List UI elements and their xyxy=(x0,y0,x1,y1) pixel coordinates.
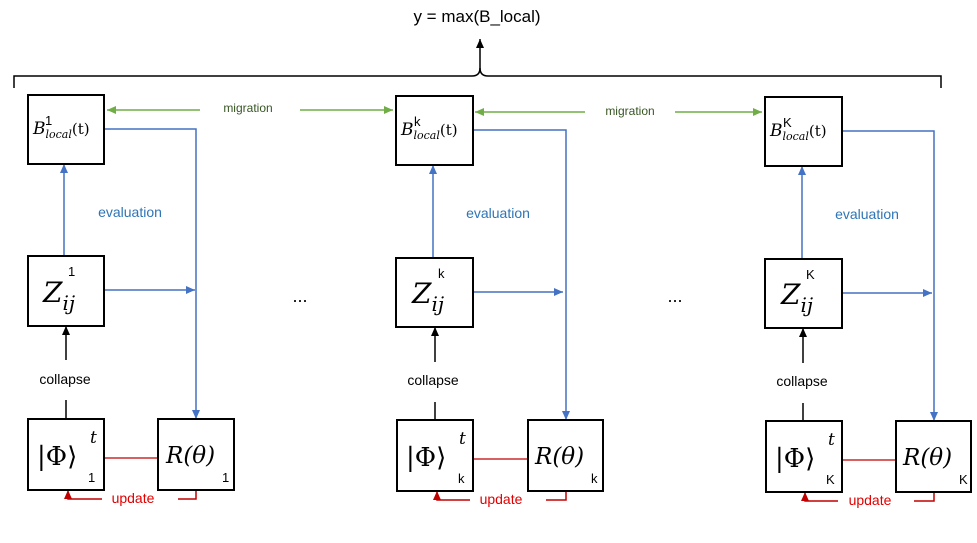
migration-link-2: migration xyxy=(475,104,762,118)
phi-index-label: k xyxy=(458,471,465,486)
phi-formula: |Φ⟩ xyxy=(775,444,815,474)
r-index-label: k xyxy=(591,471,598,486)
evaluation-label: evaluation xyxy=(466,205,530,221)
r-formula: R(θ) xyxy=(534,444,584,470)
b-local-formula: Blocal(t) xyxy=(32,119,90,141)
collapse-label: collapse xyxy=(407,372,459,388)
phi-box xyxy=(27,418,105,491)
phi-formula: |Φ⟩ xyxy=(37,442,77,472)
z-formula: Zij xyxy=(780,278,813,317)
b-local-box xyxy=(27,94,105,165)
z-box xyxy=(764,258,843,329)
column-K: evaluation collapse update Blocal(t) K Z… xyxy=(764,96,972,508)
evaluation-label: evaluation xyxy=(835,206,899,222)
r-box xyxy=(527,419,604,492)
r-formula: R(θ) xyxy=(165,443,215,469)
phi-superscript: t xyxy=(90,428,97,448)
b-local-box xyxy=(764,96,843,167)
collapse-label: collapse xyxy=(776,373,828,389)
z-box xyxy=(395,257,474,328)
phi-formula: |Φ⟩ xyxy=(406,443,446,473)
phi-box xyxy=(396,419,474,492)
update-label: update xyxy=(112,490,155,506)
phi-index-label: K xyxy=(826,472,835,487)
b-to-r-arrow xyxy=(842,130,938,421)
z-formula: Zij xyxy=(42,276,75,315)
r-index-label: K xyxy=(959,472,968,487)
update-label: update xyxy=(480,491,523,507)
b-to-r-arrow xyxy=(473,129,570,420)
r-box xyxy=(895,420,972,493)
collapse-label: collapse xyxy=(39,371,91,387)
update-loop-arrow xyxy=(801,492,838,502)
ellipsis-2: ... xyxy=(667,286,682,306)
z-formula: Zij xyxy=(411,277,444,316)
ellipsis-1: ... xyxy=(292,286,307,306)
b-index-label: 1 xyxy=(45,113,52,128)
r-box xyxy=(157,418,235,491)
r-formula: R(θ) xyxy=(902,445,952,471)
update-loop-arrow xyxy=(433,491,470,501)
evaluation-label: evaluation xyxy=(98,204,162,220)
r-index-label: 1 xyxy=(222,470,229,485)
b-local-formula: Blocal(t) xyxy=(400,120,458,142)
migration-label: migration xyxy=(605,104,654,118)
column-1: evaluation collapse update Blocal(t) 1 Z… xyxy=(27,94,235,506)
b-index-label: k xyxy=(414,114,421,129)
b-to-r-arrow xyxy=(104,128,200,419)
phi-superscript: t xyxy=(828,430,835,450)
phi-superscript: t xyxy=(459,429,466,449)
update-label: update xyxy=(849,492,892,508)
z-index-label: K xyxy=(806,267,815,282)
diagram-title: y = max(B_local) xyxy=(413,7,540,26)
b-index-label: K xyxy=(783,115,792,130)
z-index-label: 1 xyxy=(68,264,75,279)
b-local-formula: Blocal(t) xyxy=(769,121,827,143)
top-brace xyxy=(13,67,942,88)
z-box xyxy=(27,255,105,327)
migration-link-1: migration xyxy=(107,101,393,115)
phi-box xyxy=(765,420,843,493)
b-local-box xyxy=(395,95,474,166)
column-k: evaluation collapse update Blocal(t) k Z… xyxy=(395,95,604,507)
phi-index-label: 1 xyxy=(88,470,95,485)
z-index-label: k xyxy=(438,266,445,281)
migration-label: migration xyxy=(223,101,272,115)
update-loop-arrow xyxy=(64,490,102,500)
